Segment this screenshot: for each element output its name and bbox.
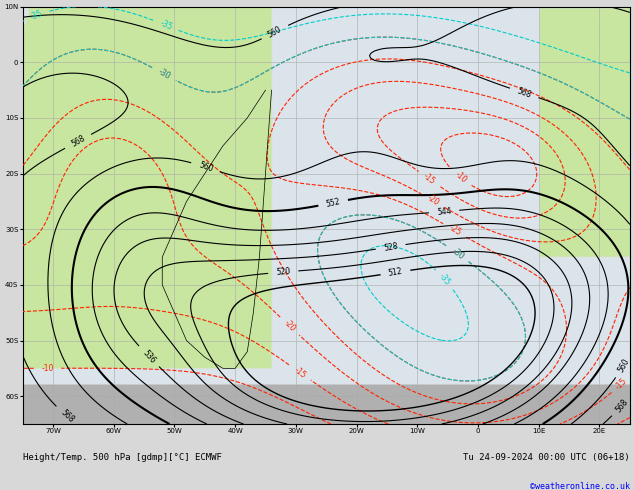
Text: -15: -15 xyxy=(614,376,629,392)
Text: -35: -35 xyxy=(158,19,174,32)
Text: ©weatheronline.co.uk: ©weatheronline.co.uk xyxy=(530,483,630,490)
Text: -30: -30 xyxy=(450,246,465,261)
Text: -15: -15 xyxy=(292,365,307,380)
Text: 560: 560 xyxy=(197,160,214,174)
Text: -10: -10 xyxy=(453,170,469,185)
Text: 560: 560 xyxy=(266,24,283,40)
Text: 520: 520 xyxy=(276,267,291,277)
Text: -20: -20 xyxy=(425,194,441,208)
Text: -35: -35 xyxy=(437,272,452,287)
Text: 560: 560 xyxy=(616,357,631,374)
Text: -10: -10 xyxy=(41,364,54,373)
Text: -30: -30 xyxy=(450,246,465,261)
Text: -20: -20 xyxy=(282,318,297,334)
Text: 568: 568 xyxy=(58,408,75,424)
Text: Height/Temp. 500 hPa [gdmp][°C] ECMWF: Height/Temp. 500 hPa [gdmp][°C] ECMWF xyxy=(23,453,221,462)
Text: 568: 568 xyxy=(516,86,533,99)
Text: -15: -15 xyxy=(422,172,437,187)
Text: -30: -30 xyxy=(157,67,172,81)
Text: 568: 568 xyxy=(70,134,87,149)
Text: 528: 528 xyxy=(383,241,399,252)
Text: 544: 544 xyxy=(436,206,452,217)
Text: 552: 552 xyxy=(325,197,341,209)
Text: 568: 568 xyxy=(614,397,630,414)
Text: 536: 536 xyxy=(141,348,157,365)
Text: -25: -25 xyxy=(447,223,462,238)
Text: 512: 512 xyxy=(387,267,403,278)
Text: -35: -35 xyxy=(29,9,44,22)
Text: Tu 24-09-2024 00:00 UTC (06+18): Tu 24-09-2024 00:00 UTC (06+18) xyxy=(463,453,630,462)
Text: -30: -30 xyxy=(157,67,172,81)
